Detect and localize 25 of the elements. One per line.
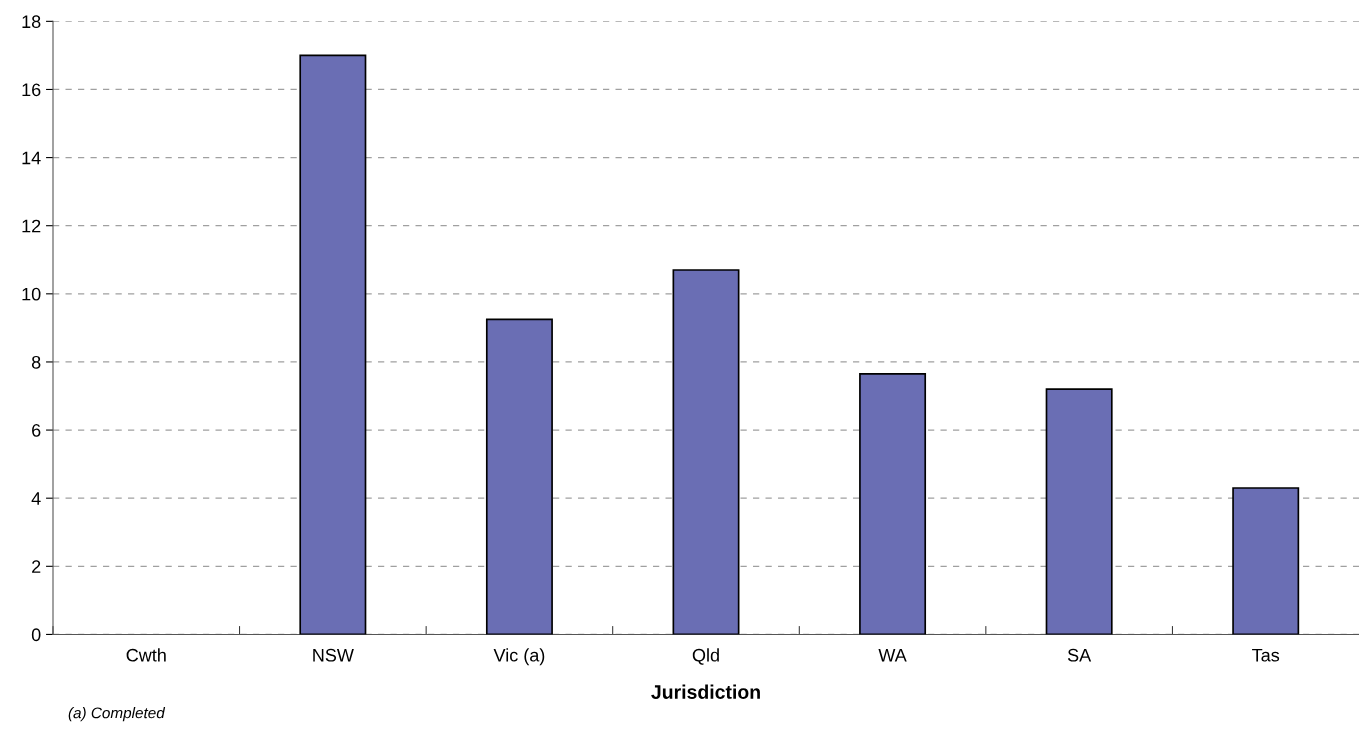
y-tick-label: 6 [32, 424, 41, 437]
bar [485, 318, 553, 635]
y-tick-label: 18 [22, 15, 41, 29]
x-tick-label: SA [1067, 648, 1092, 662]
text: (a) Completed [68, 707, 166, 722]
y-tick-label: 8 [31, 355, 41, 369]
x-tick-label: NSW [313, 648, 354, 662]
x-axis-title: Jurisdiction [651, 684, 760, 699]
y-tick-label: 12 [22, 219, 41, 233]
y-tick-label: 0 [31, 628, 41, 642]
bar [859, 373, 927, 635]
y-tick-label: 16 [22, 83, 41, 97]
bar [299, 54, 367, 635]
y-tick-label: 10 [22, 287, 41, 301]
y-tick-label: 14 [22, 151, 41, 165]
y-tick-label: 2 [32, 560, 41, 573]
x-tick-label: Tas [1252, 648, 1280, 662]
x-tick-label: WA [878, 648, 907, 662]
x-tick-label: Qld [692, 648, 719, 665]
bar [672, 269, 740, 635]
x-tick-label: Vic (a) [493, 648, 545, 666]
x-tick-label: Cwth [126, 648, 166, 662]
y-tick-label: 4 [31, 492, 41, 505]
bar [1232, 487, 1300, 635]
bar [1045, 388, 1113, 635]
